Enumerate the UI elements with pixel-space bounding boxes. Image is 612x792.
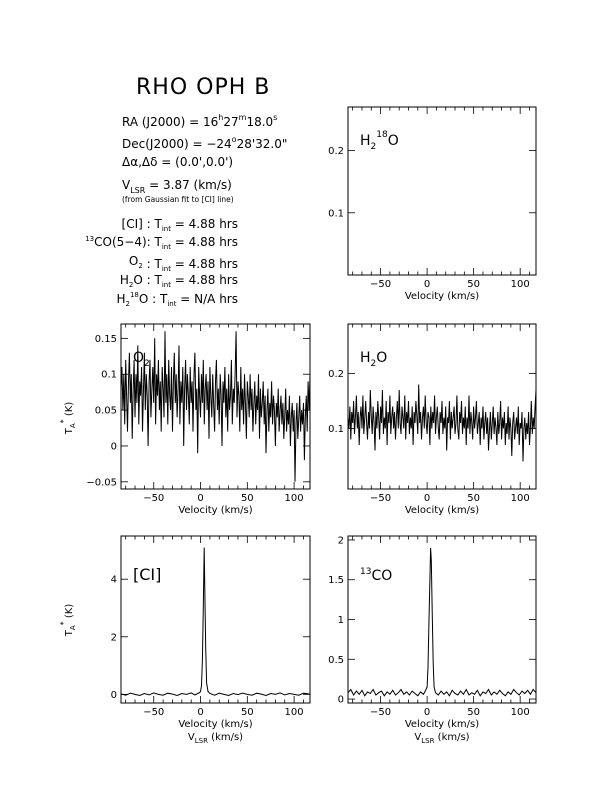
x-tick-label: 0 xyxy=(197,493,203,504)
x-tick-label: 0 xyxy=(424,493,430,504)
plot-frame xyxy=(120,323,311,490)
x-tick-label: 100 xyxy=(511,707,530,718)
info-block: RA (J2000) = 16h27m18.0s Dec(J2000) = −2… xyxy=(85,113,287,308)
x-axis-label: Velocity (km/s) xyxy=(178,719,252,730)
y-tick-label: 0.05 xyxy=(95,406,117,417)
y-axis-label-ci: TA* (K) xyxy=(59,604,77,638)
ra-line: RA (J2000) = 16h27m18.0s xyxy=(122,113,277,129)
panel-h2o: −50 0 50 100 0.1 0.2 Velocity (km/s) H2O xyxy=(328,323,537,516)
x-tick-label: 50 xyxy=(467,707,480,718)
tint-line: 13CO(5−4): Tint = 4.88 hrs xyxy=(85,235,238,251)
x-tick-label: −50 xyxy=(370,493,391,504)
tint-line: O2 : Tint = 4.88 hrs xyxy=(129,254,238,273)
x-tick-label: 100 xyxy=(285,493,304,504)
y-tick-label: 0.15 xyxy=(95,334,117,345)
plot-frame xyxy=(347,535,537,704)
x-tick-label: −50 xyxy=(370,279,391,290)
y-tick-label: 0 xyxy=(338,695,344,706)
x-tick-label: 100 xyxy=(511,493,530,504)
x-tick-label: 50 xyxy=(467,279,480,290)
x-tick-label: 50 xyxy=(241,707,254,718)
panel-label: [CI] xyxy=(133,565,161,584)
y-tick-label: 0.5 xyxy=(328,655,344,666)
x-tick-label: 50 xyxy=(467,493,480,504)
x-tick-label: 50 xyxy=(241,493,254,504)
spectrum-line xyxy=(348,547,536,697)
y-tick-label: 0.1 xyxy=(328,208,344,219)
y-tick-label: 0 xyxy=(111,690,117,701)
offset-line: Δα,Δδ = (0.0',0.0') xyxy=(122,155,233,169)
y-axis-label-o2: TA* (K) xyxy=(59,402,77,436)
tint-line: [CI] : Tint = 4.88 hrs xyxy=(122,217,238,233)
x-axis-label: Velocity (km/s) xyxy=(405,291,479,302)
spectrum-line xyxy=(121,331,310,482)
panel-ci: −50 0 50 100 0 2 4 Velocity (km/s) VLSR (km/s) [C… xyxy=(111,535,311,745)
dec-line: Dec(J2000) = −24o28'32.0" xyxy=(122,135,287,151)
y-tick-label: 1 xyxy=(338,615,344,626)
y-tick-label: 0.2 xyxy=(328,146,344,157)
page-title: RHO OPH B xyxy=(136,75,270,100)
tint-line: H2O : Tint = 4.88 hrs xyxy=(120,273,238,289)
y-tick-label: 0.2 xyxy=(328,369,344,380)
x-axis-label-vlsr: VLSR (km/s) xyxy=(414,732,469,745)
spectrum-line xyxy=(348,384,536,462)
plot-frame xyxy=(347,106,537,276)
plot-frame xyxy=(120,535,311,704)
x-tick-label: 0 xyxy=(197,707,203,718)
x-tick-label: −50 xyxy=(143,493,164,504)
panel-label: H2O xyxy=(360,350,387,369)
integration-times: [CI] : Tint = 4.88 hrs 13CO(5−4): Tint = … xyxy=(85,217,238,308)
y-tick-label: 4 xyxy=(111,575,117,586)
x-axis-label: Velocity (km/s) xyxy=(405,719,479,730)
panel-13co: −50 0 50 100 0 0.5 1 1.5 2 Velocity (km/s) VLSR (k… xyxy=(328,535,537,745)
x-tick-label: 100 xyxy=(285,707,304,718)
panel-label: O2 xyxy=(133,350,150,369)
panel-o2: −50 0 50 100 −0.05 0 0.05 0.1 0.15 Velocity (km/s… xyxy=(86,323,311,516)
vlsr-note: (from Gaussian fit to [CI] line) xyxy=(122,195,234,204)
x-tick-label: −50 xyxy=(143,707,164,718)
spectrum-line xyxy=(121,547,310,697)
y-tick-label: 0 xyxy=(111,441,117,452)
x-tick-label: −50 xyxy=(370,707,391,718)
panel-h218o: −50 0 50 100 0.1 0.2 Velocity (km/s) H218O xyxy=(328,106,537,302)
x-axis-label: Velocity (km/s) xyxy=(405,505,479,516)
panel-label: H218O xyxy=(360,130,399,152)
x-axis-label: Velocity (km/s) xyxy=(178,505,252,516)
y-tick-label: 0.1 xyxy=(101,370,117,381)
vlsr-line: VLSR = 3.87 (km/s) xyxy=(122,178,232,195)
y-tick-label: −0.05 xyxy=(86,477,117,488)
y-tick-label: 0.1 xyxy=(328,424,344,435)
y-tick-label: 2 xyxy=(338,535,344,546)
x-tick-label: 0 xyxy=(424,707,430,718)
x-axis-label-vlsr: VLSR (km/s) xyxy=(188,732,243,745)
y-tick-label: 1.5 xyxy=(328,575,344,586)
y-tick-label: 2 xyxy=(111,632,117,643)
x-tick-label: 100 xyxy=(511,279,530,290)
panel-label: 13CO xyxy=(360,567,392,584)
tint-line: H218O : Tint = N/A hrs xyxy=(116,291,238,308)
x-tick-label: 0 xyxy=(424,279,430,290)
